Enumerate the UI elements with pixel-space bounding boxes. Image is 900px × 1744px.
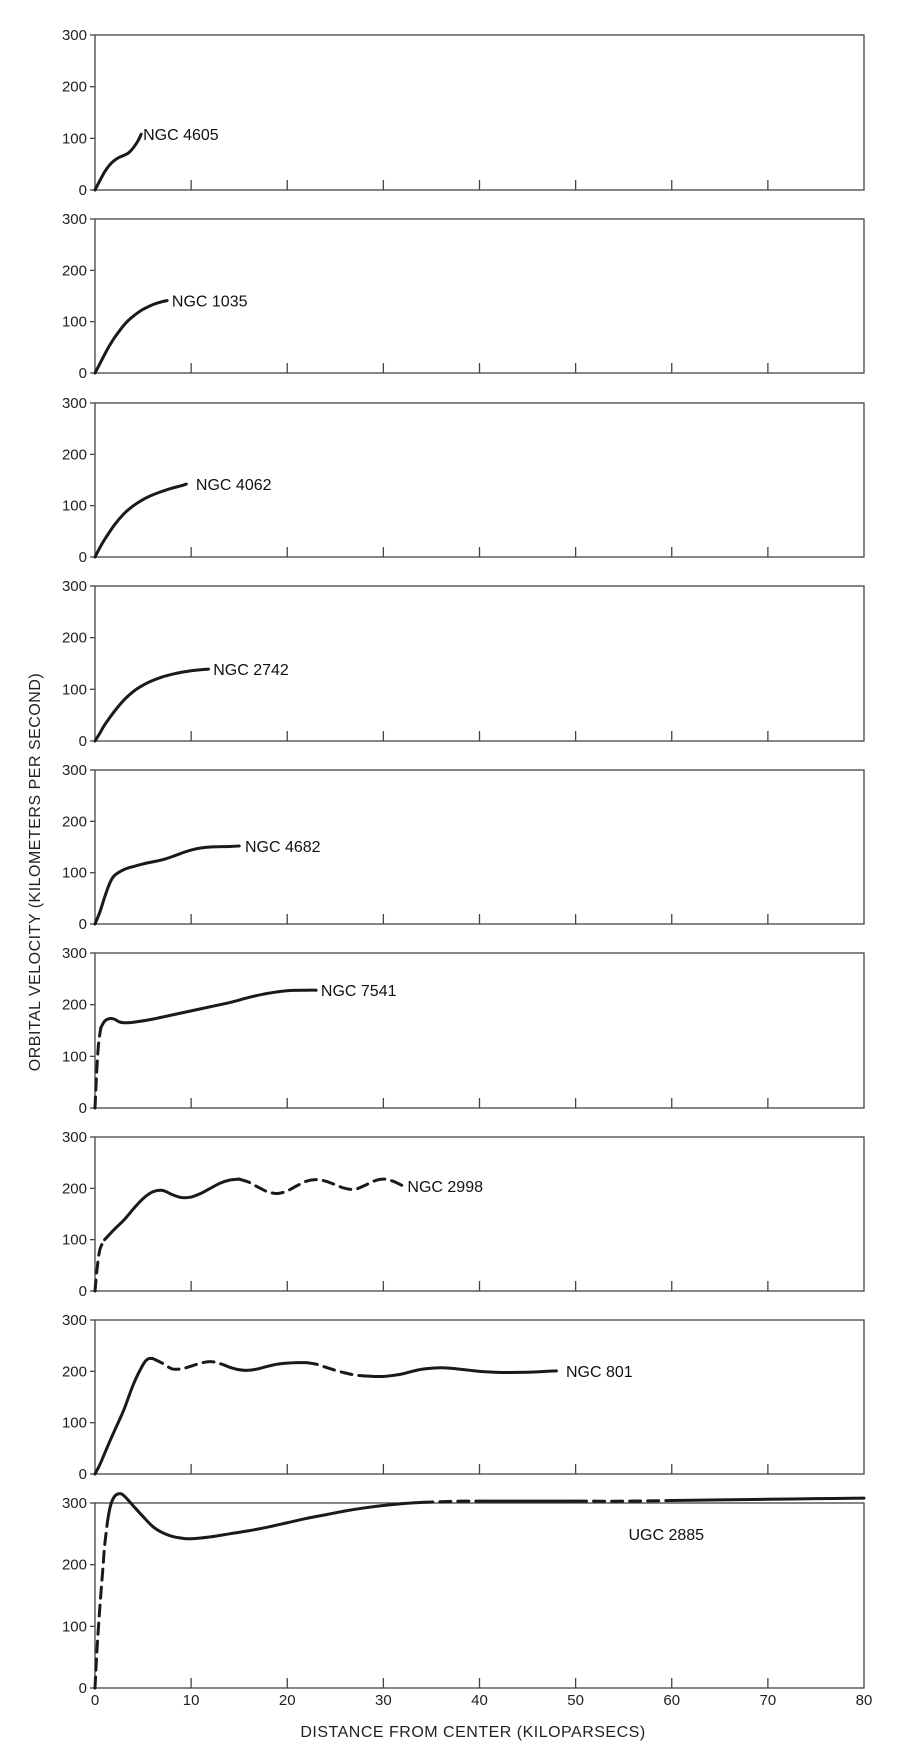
y-tick-label: 300 [62, 1312, 87, 1329]
x-axis-title: DISTANCE FROM CENTER (KILOPARSECS) [300, 1724, 645, 1741]
y-tick-label: 300 [62, 1129, 87, 1146]
y-tick-label: 200 [62, 1557, 87, 1574]
series-label: NGC 7541 [321, 983, 397, 1000]
series-label: UGC 2885 [628, 1527, 704, 1544]
y-tick-label: 0 [79, 365, 87, 382]
y-tick-label: 300 [62, 578, 87, 595]
panel-ngc-1035: 0 100 200 300 NGC 1035 [62, 211, 865, 382]
x-tick-label: 20 [279, 1692, 296, 1709]
series-line [106, 1492, 424, 1541]
x-tick-label: 50 [567, 1692, 584, 1709]
series-line-dashed [93, 1026, 103, 1110]
series-line [93, 844, 241, 926]
x-tick-label: 30 [375, 1692, 392, 1709]
y-tick-label: 100 [62, 1048, 87, 1065]
series-line-dashed [93, 1238, 107, 1293]
y-tick-label: 200 [62, 1363, 87, 1380]
series-line-dashed [151, 1357, 232, 1371]
y-tick-label: 300 [62, 1495, 87, 1512]
series-line-dashed [237, 1177, 405, 1195]
series-label: NGC 1035 [172, 294, 248, 311]
series-label: NGC 4682 [245, 839, 321, 856]
y-tick-label: 200 [62, 262, 87, 279]
panel-frame [94, 1319, 865, 1475]
y-tick-label: 200 [62, 630, 87, 647]
panel-ugc-2885: 0 100 200 300 0 10 20 30 40 50 60 70 80 UGC 2885 [62, 1492, 873, 1709]
panel-ngc-801: 0 100 200 300 NGC 801 [62, 1312, 865, 1483]
y-tick-label: 300 [62, 395, 87, 412]
series-line [99, 988, 318, 1030]
y-tick-label: 300 [62, 945, 87, 962]
y-tick-label: 0 [79, 1680, 87, 1697]
series-label: NGC 801 [566, 1364, 633, 1381]
series-line [362, 1366, 558, 1379]
y-tick-label: 100 [62, 498, 87, 515]
y-tick-label: 300 [62, 762, 87, 779]
panel-ngc-4682: 0 100 200 300 NGC 4682 [62, 762, 865, 933]
series-line [93, 299, 169, 375]
y-tick-label: 0 [79, 1466, 87, 1483]
y-tick-label: 0 [79, 549, 87, 566]
series-line [228, 1361, 308, 1372]
y-tick-label: 100 [62, 1415, 87, 1432]
y-tick-label: 100 [62, 681, 87, 698]
panel-frame [94, 585, 865, 742]
series-line [93, 132, 143, 192]
series-line [103, 1177, 241, 1242]
y-tick-label: 0 [79, 1100, 87, 1117]
series-label: NGC 2742 [213, 662, 289, 679]
y-tick-label: 200 [62, 1180, 87, 1197]
y-tick-label: 200 [62, 997, 87, 1014]
x-tick-label: 80 [856, 1692, 873, 1709]
y-tick-label: 100 [62, 314, 87, 331]
panel-frame [94, 1502, 865, 1689]
y-tick-label: 100 [62, 865, 87, 882]
x-tick-label: 10 [183, 1692, 200, 1709]
series-label: NGC 4062 [196, 477, 272, 494]
x-tick-label: 70 [760, 1692, 777, 1709]
y-tick-label: 300 [62, 211, 87, 228]
panel-frame [94, 952, 865, 1109]
panel-ngc-7541: 0 100 200 300 NGC 7541 [62, 945, 865, 1117]
series-line [670, 1496, 866, 1503]
panel-ngc-4605: 0 100 200 300 NGC 4605 [62, 27, 865, 199]
x-tick-label: 60 [663, 1692, 680, 1709]
y-tick-label: 200 [62, 446, 87, 463]
series-line [93, 482, 188, 559]
series-line-dashed [420, 1499, 481, 1504]
series-line-dashed [93, 1520, 109, 1690]
x-tick-label: 40 [471, 1692, 488, 1709]
y-tick-label: 100 [62, 1618, 87, 1635]
panel-frame [94, 34, 865, 191]
panel-ngc-2742: 0 100 200 300 NGC 2742 [62, 578, 865, 750]
y-tick-label: 0 [79, 1283, 87, 1300]
series-label: NGC 4605 [143, 127, 219, 144]
y-tick-label: 0 [79, 916, 87, 933]
panel-frame [94, 1136, 865, 1292]
y-tick-label: 300 [62, 27, 87, 44]
y-tick-label: 200 [62, 813, 87, 830]
y-axis-title: ORBITAL VELOCITY (KILOMETERS PER SECOND) [27, 673, 44, 1071]
series-line [93, 667, 210, 743]
panel-ngc-2998: 0 100 200 300 NGC 2998 [62, 1129, 865, 1300]
series-line-dashed [304, 1361, 366, 1378]
y-tick-label: 100 [62, 130, 87, 147]
y-tick-label: 0 [79, 182, 87, 199]
series-label: NGC 2998 [407, 1179, 483, 1196]
panel-ngc-4062: 0 100 200 300 NGC 4062 [62, 395, 865, 566]
series-line-dashed [574, 1499, 674, 1503]
y-tick-label: 200 [62, 79, 87, 96]
y-tick-label: 0 [79, 733, 87, 750]
x-tick-label: 0 [91, 1692, 99, 1709]
y-tick-label: 100 [62, 1232, 87, 1249]
series-line [93, 1356, 155, 1476]
